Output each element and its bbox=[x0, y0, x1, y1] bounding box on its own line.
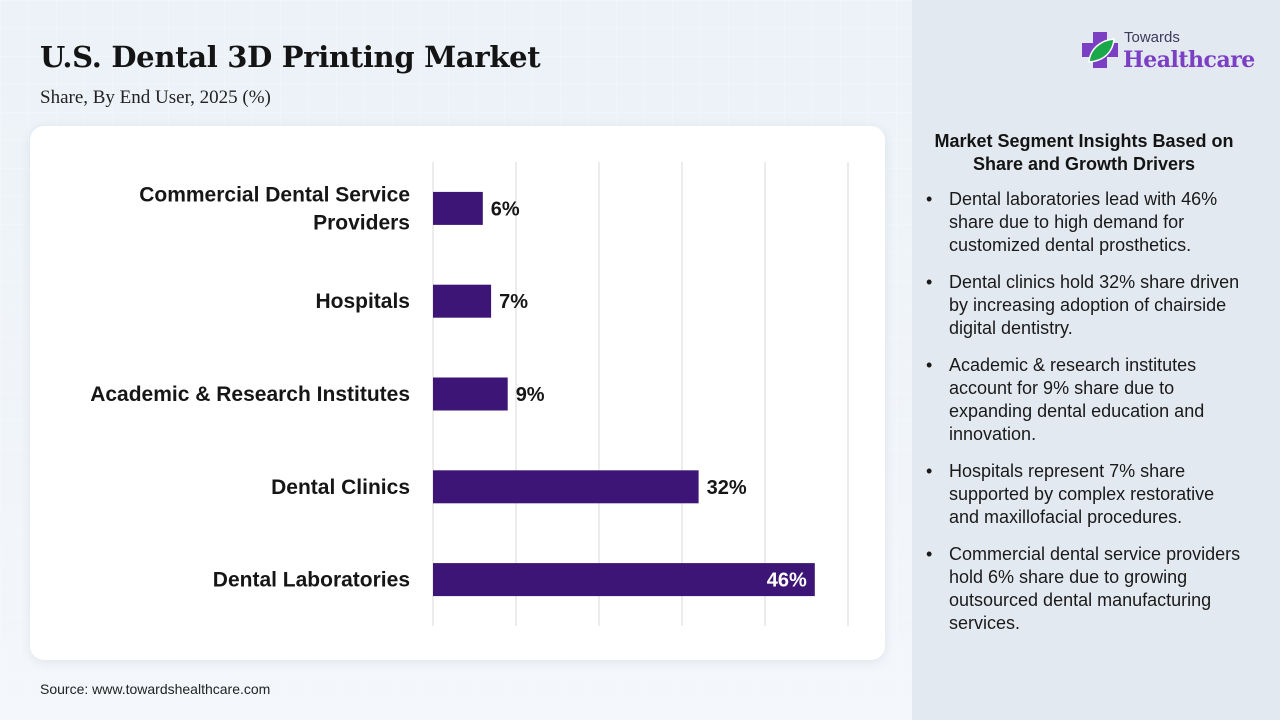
bar-chart: Commercial Dental Service Providers 6% Hosp… bbox=[90, 162, 849, 626]
brand-logo: Towards Healthcare bbox=[1080, 26, 1255, 78]
bullet-glyph: • bbox=[926, 272, 933, 292]
insights-panel bbox=[912, 0, 1280, 720]
insights-title: Market Segment Insights Based on Share a… bbox=[934, 131, 1234, 174]
bullet-glyph: • bbox=[926, 189, 933, 209]
bar bbox=[433, 563, 815, 597]
chart-card: Commercial Dental Service Providers 6% Hosp… bbox=[30, 126, 885, 660]
value-label: 46% bbox=[767, 570, 807, 592]
category-label: Commercial Dental Service Providers bbox=[139, 183, 410, 234]
insight-text: Hospitals represent 7% share supported b… bbox=[949, 461, 1215, 527]
category-label: Hospitals bbox=[315, 290, 410, 313]
chart-subtitle: Share, By End User, 2025 (%) bbox=[40, 87, 271, 108]
bullet-glyph: • bbox=[926, 461, 933, 481]
category-label: Dental Clinics bbox=[271, 476, 410, 499]
bullet-glyph: • bbox=[926, 355, 933, 375]
value-label: 32% bbox=[707, 477, 747, 499]
bar bbox=[433, 191, 483, 225]
value-label: 9% bbox=[516, 384, 545, 406]
insight-text: Academic & research institutes account f… bbox=[949, 355, 1205, 444]
insight-text: Dental clinics hold 32% share driven by … bbox=[949, 272, 1240, 338]
category-label: Dental Laboratories bbox=[213, 569, 410, 592]
insight-text: Commercial dental service providers hold… bbox=[949, 544, 1241, 633]
bullet-glyph: • bbox=[926, 544, 933, 564]
bar bbox=[433, 284, 492, 318]
brand-name-line1: Towards bbox=[1124, 29, 1180, 46]
insight-item: • Dental clinics hold 32% share driven by… bbox=[924, 271, 1244, 340]
insights-list: • Dental laboratories lead with 46% share… bbox=[924, 188, 1244, 649]
medical-cross-logo-icon bbox=[1082, 32, 1118, 68]
insight-item: • Commercial dental service providers hol… bbox=[924, 543, 1244, 635]
value-label: 6% bbox=[491, 198, 520, 220]
source-note: Source: www.towardshealthcare.com bbox=[40, 681, 271, 697]
brand-name-line2: Healthcare bbox=[1123, 47, 1255, 73]
category-label: Academic & Research Institutes bbox=[90, 383, 410, 406]
insight-item: • Dental laboratories lead with 46% share… bbox=[924, 188, 1244, 257]
bar bbox=[433, 470, 699, 504]
insight-text: Dental laboratories lead with 46% share … bbox=[949, 189, 1218, 255]
value-label: 7% bbox=[499, 291, 528, 313]
bar bbox=[433, 377, 508, 411]
chart-title: U.S. Dental 3D Printing Market bbox=[40, 40, 541, 74]
insight-item: • Academic & research institutes account … bbox=[924, 354, 1244, 446]
insight-item: • Hospitals represent 7% share supported … bbox=[924, 460, 1244, 529]
